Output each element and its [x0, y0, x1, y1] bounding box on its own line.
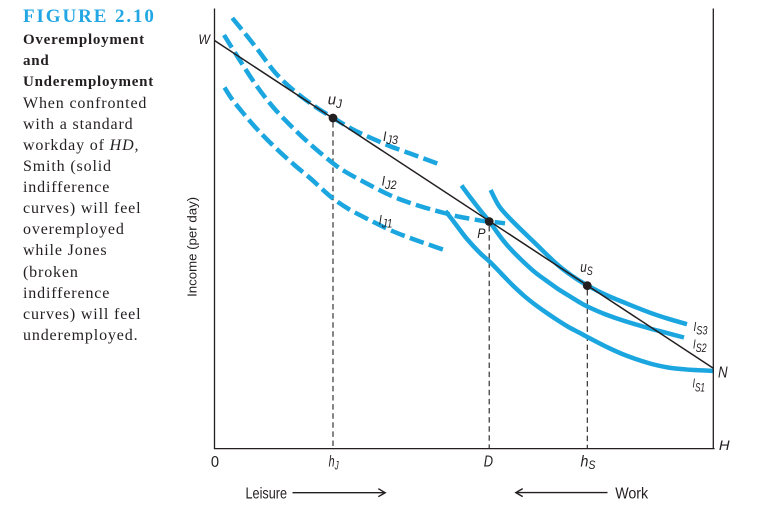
svg-text:IS2: IS2 — [693, 336, 707, 355]
svg-text:IS1: IS1 — [693, 376, 706, 395]
svg-text:P: P — [477, 225, 486, 241]
svg-text:W: W — [198, 31, 211, 47]
svg-text:IS3: IS3 — [694, 319, 708, 338]
svg-text:0: 0 — [211, 454, 219, 471]
svg-text:Income (per day): Income (per day) — [184, 197, 199, 297]
svg-text:Work: Work — [615, 485, 649, 502]
svg-text:H: H — [719, 438, 730, 453]
svg-text:uJ: uJ — [328, 92, 343, 111]
svg-text:hJ: hJ — [329, 453, 340, 472]
svg-text:Leisure: Leisure — [246, 486, 288, 503]
svg-text:IJ2: IJ2 — [382, 174, 397, 192]
svg-text:hS: hS — [581, 453, 596, 472]
svg-text:N: N — [718, 364, 728, 381]
svg-text:IJ3: IJ3 — [383, 129, 398, 147]
svg-text:IJ1: IJ1 — [379, 212, 393, 230]
svg-text:uS: uS — [580, 259, 593, 278]
svg-text:D: D — [484, 453, 494, 470]
